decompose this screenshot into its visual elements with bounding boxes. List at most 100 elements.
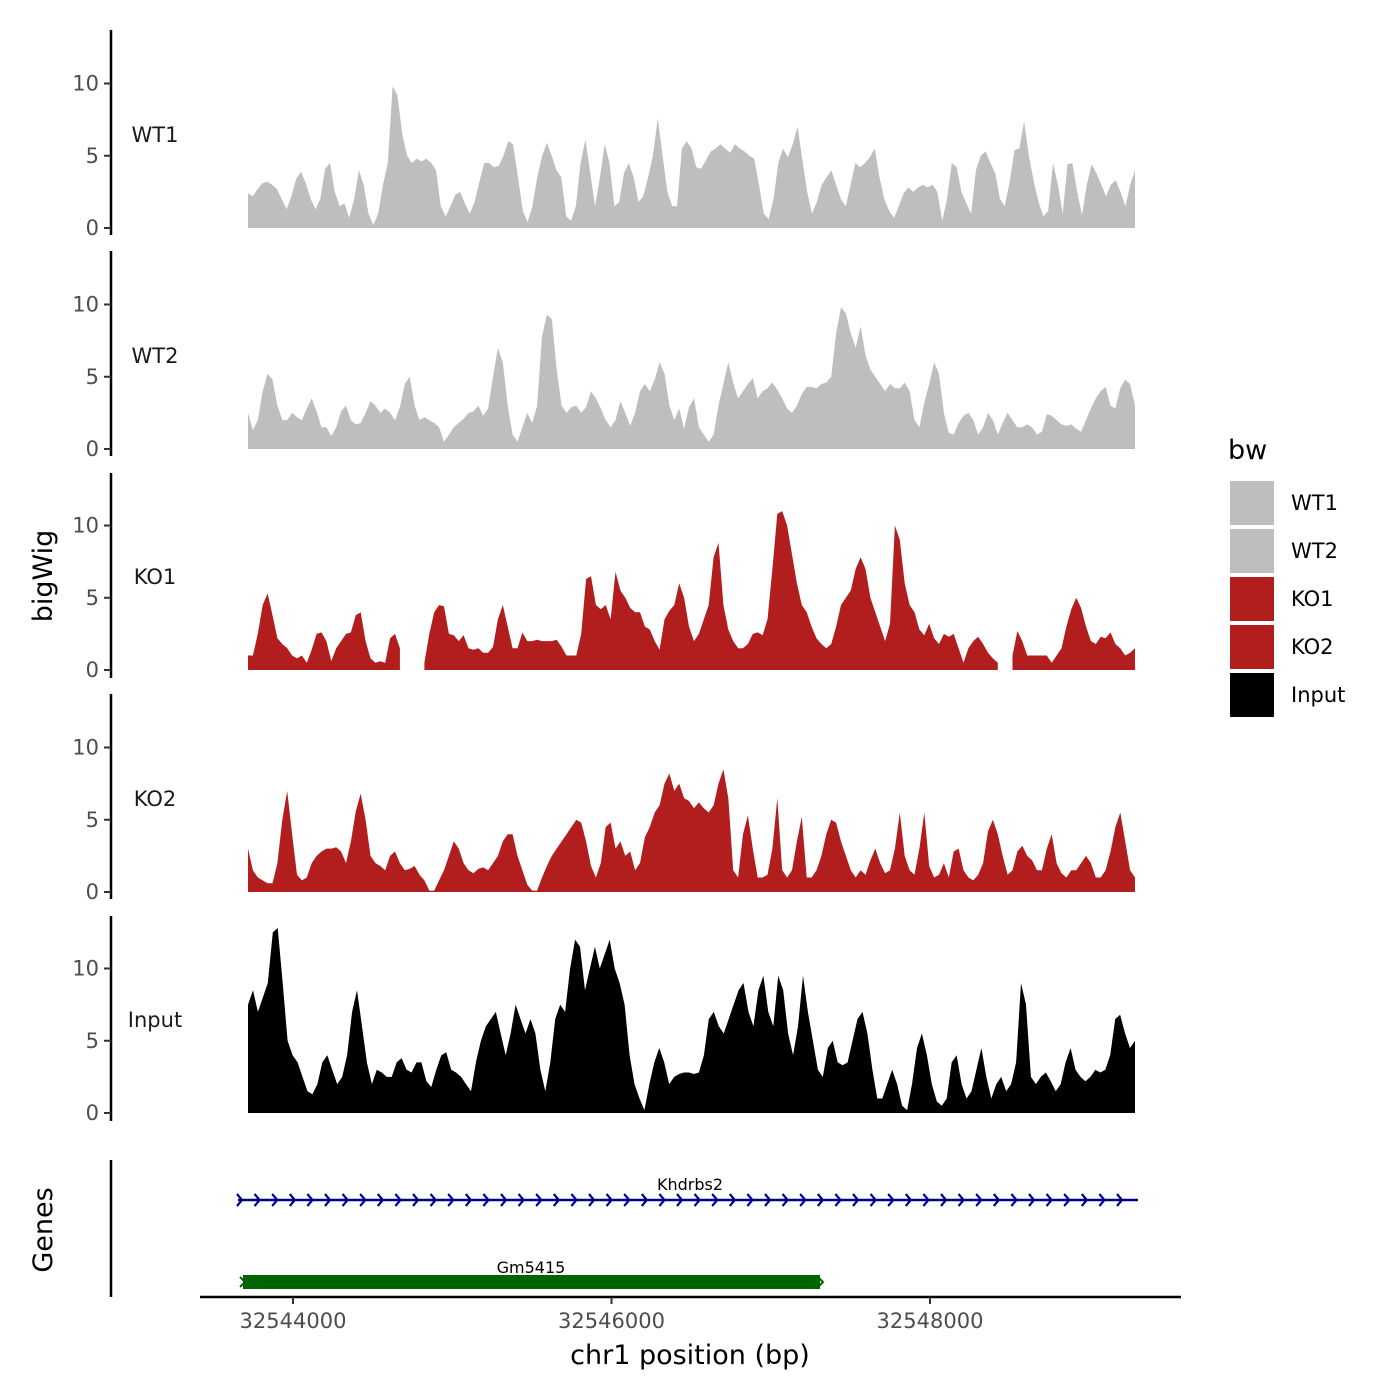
strand-arrow <box>253 1193 262 1207</box>
track-ko2: 0 5 10 KO2 <box>72 694 1135 904</box>
strand-arrow <box>482 1193 490 1207</box>
x-tick-label: 32544000 <box>240 1309 347 1333</box>
strand-arrow <box>922 1193 930 1207</box>
strand-arrow <box>1116 1193 1124 1207</box>
track-label-input: Input <box>128 1008 182 1032</box>
strand-arrow <box>306 1193 314 1207</box>
strand-arrow <box>552 1193 561 1207</box>
legend-swatch <box>1228 479 1276 527</box>
strand-arrow <box>781 1193 790 1207</box>
strand-arrow <box>412 1193 420 1207</box>
strand-arrow <box>359 1193 367 1207</box>
legend-item-ko2: KO2 <box>1228 623 1334 671</box>
legend-label: KO1 <box>1291 587 1334 611</box>
strand-arrow <box>957 1193 966 1207</box>
strand-arrow <box>517 1193 526 1207</box>
gene-gm5415: Gm5415 <box>239 1258 825 1289</box>
x-tick-label: 32546000 <box>558 1309 665 1333</box>
strand-arrow <box>1028 1193 1036 1207</box>
track-wt1: 0 5 10 WT1 <box>72 30 1135 240</box>
strand-arrow <box>1010 1193 1018 1207</box>
legend-label: WT2 <box>1291 539 1338 563</box>
gene-label-khdrbs2: Khdrbs2 <box>657 1175 723 1194</box>
strand-arrow <box>711 1193 719 1207</box>
legend-swatch <box>1228 527 1276 575</box>
strand-arrow <box>623 1193 631 1207</box>
strand-arrow <box>975 1193 983 1207</box>
strand-arrow <box>834 1193 842 1207</box>
strand-arrow <box>640 1193 649 1207</box>
y-tick-label: 10 <box>72 957 99 981</box>
strand-arrow <box>500 1193 508 1207</box>
y-tick-label: 0 <box>86 437 99 461</box>
legend-swatch <box>1228 623 1276 671</box>
strand-arrow <box>746 1193 754 1207</box>
strand-arrow <box>676 1193 684 1207</box>
strand-arrow <box>376 1193 385 1207</box>
strand-arrow <box>1098 1193 1106 1207</box>
coverage-area <box>424 511 998 670</box>
legend-item-wt1: WT1 <box>1228 479 1338 527</box>
y-tick-label: 0 <box>86 880 99 904</box>
coverage-area <box>248 307 1135 449</box>
strand-arrow <box>904 1193 913 1207</box>
genes-axis-title: Genes <box>28 1187 59 1272</box>
strand-arrow <box>799 1193 807 1207</box>
strand-arrow <box>535 1193 543 1207</box>
y-tick-label: 5 <box>86 586 99 610</box>
coverage-area <box>248 928 1135 1113</box>
y-tick-label: 5 <box>86 144 99 168</box>
y-tick-label: 0 <box>86 658 99 682</box>
strand-arrow <box>658 1193 666 1207</box>
gene-khdrbs2: Khdrbs2 <box>236 1175 1138 1207</box>
strand-arrow <box>816 1193 825 1207</box>
track-label-wt2: WT2 <box>132 344 179 368</box>
coverage-area <box>248 86 1135 229</box>
y-tick-label: 0 <box>86 1101 99 1125</box>
strand-arrow <box>429 1193 438 1207</box>
y-tick-label: 10 <box>72 514 99 538</box>
legend-item-ko1: KO1 <box>1228 575 1334 623</box>
track-label-ko2: KO2 <box>134 787 177 811</box>
y-tick-label: 10 <box>72 72 99 96</box>
legend-title: bw <box>1228 435 1267 466</box>
strand-arrow <box>394 1193 402 1207</box>
strand-arrow <box>341 1193 350 1207</box>
strand-arrow <box>992 1193 1001 1207</box>
strand-arrow <box>1063 1193 1071 1207</box>
y-tick-label: 5 <box>86 365 99 389</box>
track-input: 0 5 10 Input <box>72 916 1135 1125</box>
strand-arrow <box>570 1193 578 1207</box>
gene-body-bar <box>243 1275 820 1289</box>
strand-arrow <box>288 1193 297 1207</box>
y-tick-label: 10 <box>72 736 99 760</box>
legend-swatch <box>1228 671 1276 719</box>
gene-label-gm5415: Gm5415 <box>497 1258 566 1277</box>
legend-item-input: Input <box>1228 671 1345 719</box>
legend-label: KO2 <box>1291 635 1334 659</box>
legend-item-wt2: WT2 <box>1228 527 1338 575</box>
strand-arrow <box>1080 1193 1089 1207</box>
y-tick-label: 5 <box>86 808 99 832</box>
y-tick-label: 10 <box>72 293 99 317</box>
coverage-area <box>248 769 1135 892</box>
x-axis-title: chr1 position (bp) <box>570 1340 810 1371</box>
strand-arrow <box>324 1193 332 1207</box>
strand-arrow <box>693 1193 702 1207</box>
strand-arrow <box>940 1193 948 1207</box>
track-label-wt1: WT1 <box>132 123 179 147</box>
legend-label: Input <box>1291 683 1345 707</box>
strand-arrow <box>817 1276 825 1288</box>
strand-arrow <box>588 1193 596 1207</box>
strand-arrow <box>605 1193 614 1207</box>
strand-arrow <box>239 1276 247 1288</box>
x-tick-label: 32548000 <box>877 1309 984 1333</box>
strand-arrow <box>764 1193 772 1207</box>
strand-arrow <box>271 1193 279 1207</box>
legend-label: WT1 <box>1291 491 1338 515</box>
coverage-area <box>1012 597 1135 670</box>
strand-arrow <box>236 1193 244 1207</box>
y-tick-label: 5 <box>86 1029 99 1053</box>
strand-arrow <box>464 1193 473 1207</box>
